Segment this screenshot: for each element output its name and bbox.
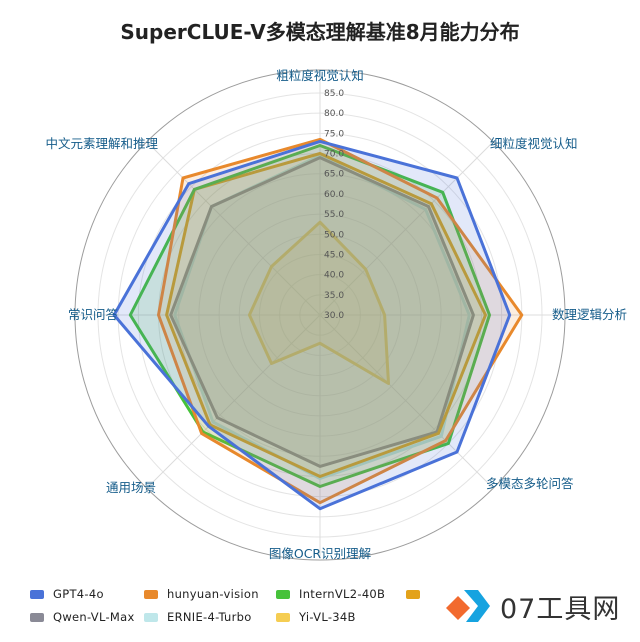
axis-label: 多模态多轮问答 bbox=[486, 476, 574, 491]
tick-label: 50.0 bbox=[324, 230, 344, 240]
radar-series bbox=[112, 137, 524, 511]
radar-spoke bbox=[146, 314, 321, 489]
legend-item: Yi-VL-34B bbox=[276, 608, 356, 626]
radar-spokes bbox=[75, 70, 565, 560]
legend-label: ERNIE-4-Turbo bbox=[167, 610, 252, 624]
legend-label: Qwen-VL-Max bbox=[53, 610, 135, 624]
radar-spoke bbox=[146, 141, 321, 316]
legend-swatch bbox=[144, 612, 158, 622]
tick-label: 45.0 bbox=[324, 250, 344, 260]
series-polygon-gpt4-4o bbox=[112, 139, 512, 511]
legend-item bbox=[406, 585, 429, 603]
legend-label: Yi-VL-34B bbox=[299, 610, 356, 624]
tick-label: 40.0 bbox=[324, 271, 344, 281]
radar-ticks: 30.0 35.0 40.0 45.0 50.0 55.0 60.0 65.0 70.0 75.0… bbox=[324, 89, 344, 321]
legend-item: GPT4-4o bbox=[30, 585, 104, 603]
tick-label: 80.0 bbox=[324, 109, 344, 119]
radar-spoke bbox=[319, 314, 494, 489]
radar-spoke bbox=[319, 141, 494, 316]
legend-item: Qwen-VL-Max bbox=[30, 608, 135, 626]
series-polygon-qwen-vl-max bbox=[169, 156, 475, 468]
axis-label: 数理逻辑分析 bbox=[552, 307, 627, 322]
series-polygon-hunyuan-vision bbox=[157, 137, 524, 505]
legend-swatch bbox=[276, 589, 290, 599]
watermark-text: 07工具网 bbox=[500, 593, 621, 625]
legend-item: InternVL2-40B bbox=[276, 585, 385, 603]
tick-label: 65.0 bbox=[324, 170, 344, 180]
legend-swatch bbox=[144, 589, 158, 599]
axis-label: 通用场景 bbox=[106, 480, 156, 495]
site-watermark: 07工具网 bbox=[444, 586, 620, 626]
series-polygon-unnamed bbox=[165, 152, 487, 478]
axis-label: 图像OCR识别理解 bbox=[269, 546, 371, 561]
legend-swatch bbox=[30, 612, 44, 622]
tick-label: 35.0 bbox=[324, 291, 344, 301]
tick-label: 30.0 bbox=[324, 311, 344, 321]
chart-title: SuperCLUE-V多模态理解基准8月能力分布 bbox=[120, 20, 520, 44]
axis-label: 常识问答 bbox=[68, 307, 119, 322]
axis-label: 中文元素理解和推理 bbox=[45, 136, 158, 151]
tick-label: 85.0 bbox=[324, 89, 344, 99]
legend-label: hunyuan-vision bbox=[167, 587, 259, 601]
tick-label: 75.0 bbox=[324, 129, 344, 139]
series-polygon-yi-vl-34b bbox=[247, 220, 390, 385]
tick-label: 55.0 bbox=[324, 210, 344, 220]
tick-label: 60.0 bbox=[324, 190, 344, 200]
watermark-logo-icon bbox=[446, 590, 490, 622]
radar-chart: 30.0 35.0 40.0 45.0 50.0 55.0 60.0 65.0 70.0 75.0… bbox=[45, 68, 627, 561]
axis-label: 细粒度视觉认知 bbox=[490, 136, 578, 151]
legend-item: hunyuan-vision bbox=[144, 585, 259, 603]
legend-swatch bbox=[30, 589, 44, 599]
legend-item: ERNIE-4-Turbo bbox=[144, 608, 252, 626]
legend-swatch bbox=[406, 589, 420, 599]
legend-label: GPT4-4o bbox=[53, 587, 104, 601]
legend-swatch bbox=[276, 612, 290, 622]
legend-label: InternVL2-40B bbox=[299, 587, 386, 601]
axis-label: 粗粒度视觉认知 bbox=[276, 68, 364, 83]
tick-label: 70.0 bbox=[324, 150, 344, 160]
